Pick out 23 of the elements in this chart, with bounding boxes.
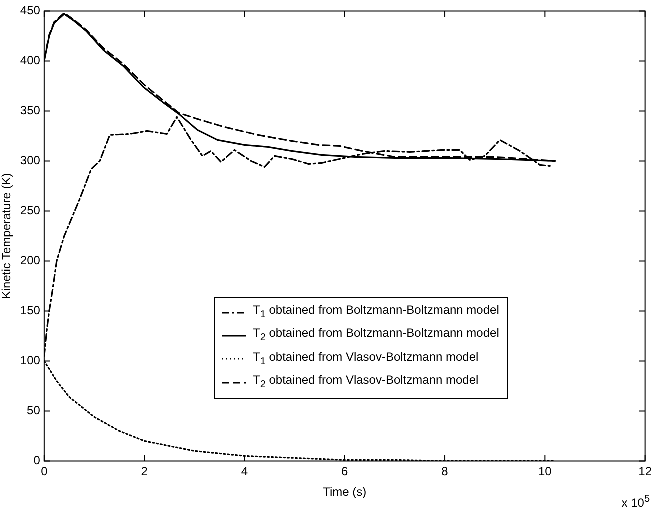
- x-tick-label: 4: [241, 464, 248, 479]
- x-tick-label: 2: [141, 464, 148, 479]
- x-tick-label: 10: [538, 464, 552, 479]
- y-tick-label: 50: [27, 404, 41, 418]
- y-tick-label: 350: [20, 104, 41, 118]
- legend-label: T$_{2}$ obtained from Boltzmann-Boltzmann model: [253, 325, 500, 346]
- legend-label: T$_{1}$ obtained from Boltzmann-Boltzmann model: [253, 302, 500, 322]
- x-axis-title: Time (s): [323, 485, 367, 500]
- text: x 10$^{5}$: [622, 494, 650, 510]
- y-tick-label: 250: [20, 204, 41, 218]
- y-tick-label: 200: [20, 254, 41, 268]
- legend-label: T$_{1}$ obtained from Vlasov-Boltzmann model: [253, 348, 479, 370]
- x-tick-label: 12: [638, 464, 652, 479]
- y-tick-label: 0: [34, 454, 41, 468]
- y-tick-label: 150: [20, 304, 41, 318]
- y-tick-label: 300: [20, 154, 41, 168]
- x-tick-label: 8: [442, 464, 449, 479]
- x-tick-label: 6: [342, 464, 349, 479]
- y-tick-label: 450: [20, 4, 41, 18]
- y-tick-label: 400: [20, 54, 41, 68]
- y-axis-title: Kinetic Temperature (K): [0, 173, 14, 300]
- legend-label: T$_{2}$ obtained from Vlasov-Boltzmann model: [253, 372, 479, 393]
- y-tick-label: 100: [20, 354, 41, 368]
